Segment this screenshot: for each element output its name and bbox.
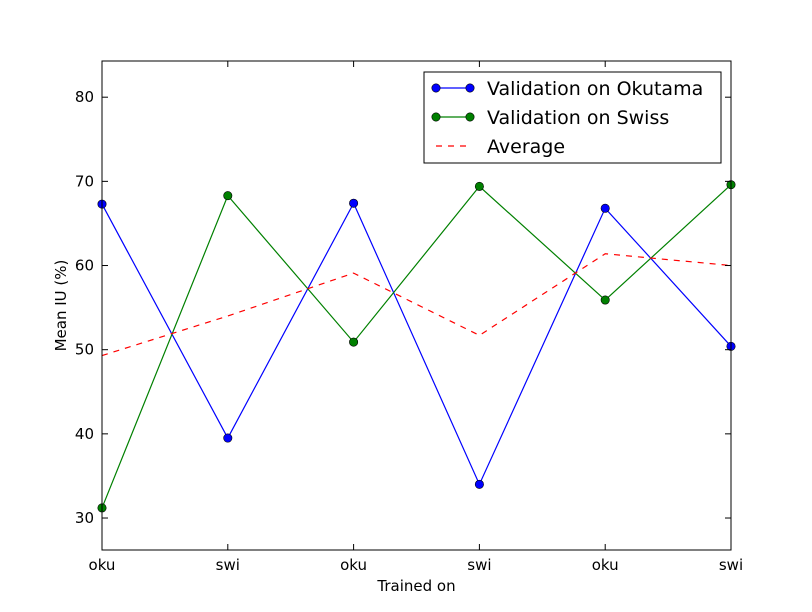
x-tick-label: swi [719,556,743,574]
y-tick-label: 40 [75,425,94,443]
data-point-validation-on-okutama [600,203,610,213]
x-tick-label: oku [340,556,367,574]
y-tick-label: 80 [75,88,94,106]
legend-marker [465,112,475,122]
legend-label: Average [487,136,565,158]
data-point-validation-on-swiss [474,181,484,191]
series-line-validation-on-swiss [101,184,732,509]
data-point-validation-on-okutama [474,479,484,489]
legend-marker [431,112,441,122]
legend-marker [465,83,475,93]
x-tick-label: swi [216,556,240,574]
y-tick-label: 30 [75,509,94,527]
legend-label: Validation on Swiss [487,107,669,129]
data-point-validation-on-okutama [349,198,359,208]
y-axis-label: Mean IU (%) [52,260,70,352]
series-line-average [101,253,732,357]
series-layer [97,180,736,513]
data-point-validation-on-swiss [223,191,233,201]
series-line-validation-on-okutama [101,201,732,486]
x-axis-label: Trained on [376,577,455,595]
y-tick-label: 50 [75,341,94,359]
x-tick-label: swi [467,556,491,574]
data-point-validation-on-okutama [223,433,233,443]
axes-frame [101,60,732,551]
data-point-validation-on-swiss [600,295,610,305]
y-tick-label: 70 [75,172,94,190]
legend-marker [431,83,441,93]
x-tick-label: oku [89,556,116,574]
y-tick-label: 60 [75,257,94,275]
legend: Validation on Okutama Validation on Swiss… [423,71,722,164]
x-tick-label: oku [592,556,619,574]
data-point-validation-on-swiss [349,337,359,347]
ticks-layer: 30 40 50 60 70 80 oku swi oku swi oku swi [75,61,743,574]
legend-label: Validation on Okutama [487,78,703,100]
